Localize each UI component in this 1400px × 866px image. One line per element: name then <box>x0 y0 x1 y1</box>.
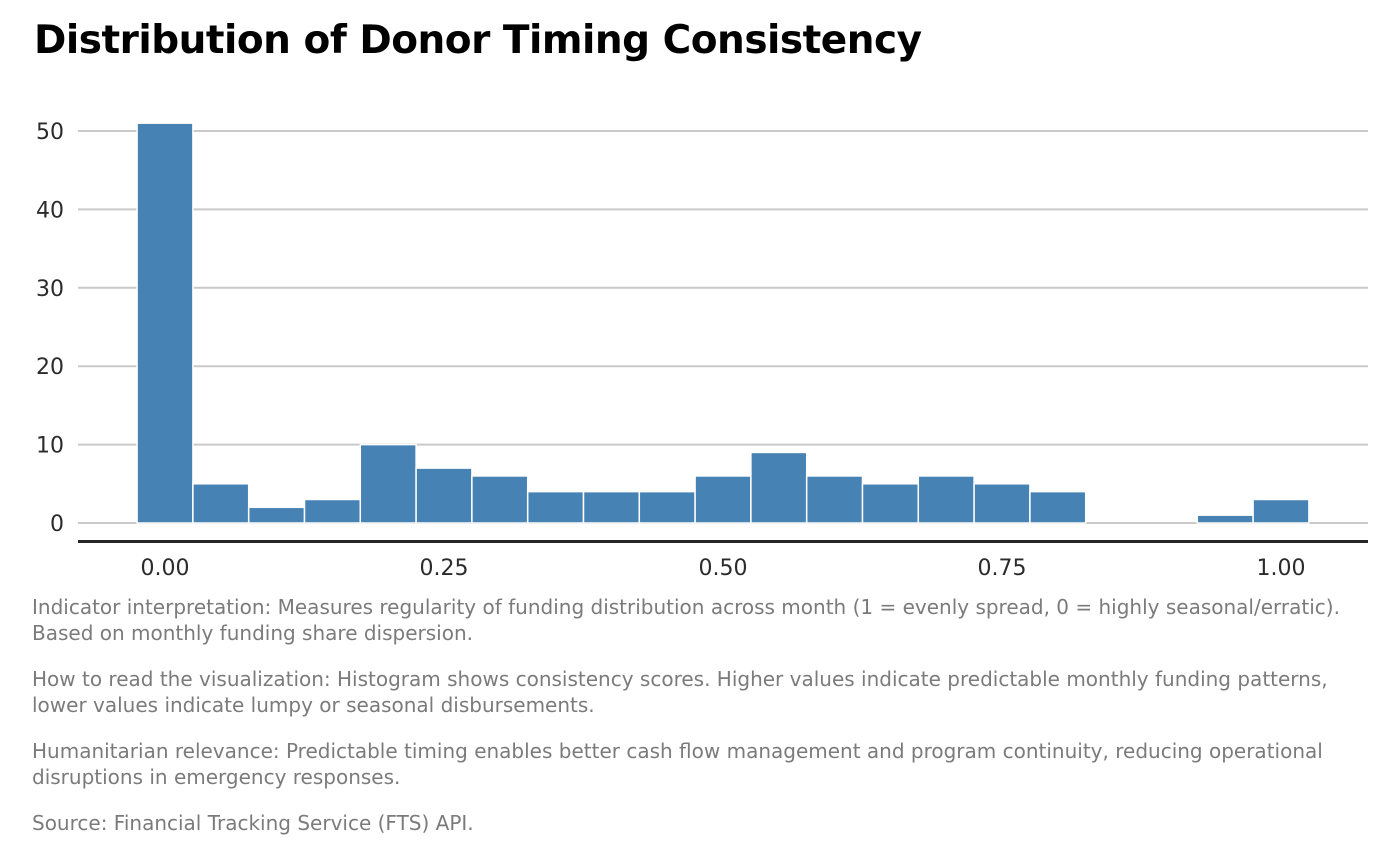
x-tick-label: 0.50 <box>699 556 748 581</box>
histogram-bar <box>1029 490 1087 524</box>
y-tick-label: 10 <box>36 434 64 459</box>
histogram-bar <box>1196 514 1254 524</box>
histogram-bar <box>136 122 194 524</box>
histogram-chart: 0 10 20 30 40 50 0.00 0.25 0.50 0.75 1.00 <box>36 120 1368 581</box>
histogram-bar <box>582 490 641 524</box>
x-tick-label: 0.75 <box>978 556 1027 581</box>
caption-how-to-read: How to read the visualization: Histogram… <box>32 667 1328 717</box>
y-tick-label: 50 <box>36 120 64 145</box>
caption-source: Source: Financial Tracking Service (FTS)… <box>32 811 474 835</box>
histogram-bar <box>750 451 808 524</box>
x-tick-label: 0.25 <box>420 556 469 581</box>
histogram-bar <box>638 490 696 524</box>
histogram-bar <box>1252 498 1310 524</box>
histogram-bar <box>471 475 529 524</box>
histogram-bar <box>192 483 250 524</box>
histogram-bar <box>415 467 473 524</box>
chart-title: Distribution of Donor Timing Consistency <box>34 18 922 63</box>
caption-block: Indicator interpretation: Measures regul… <box>32 594 1362 836</box>
histogram-bar <box>805 475 864 524</box>
histogram-bar <box>973 483 1031 524</box>
y-tick-label: 0 <box>50 512 64 537</box>
x-tick-label: 1.00 <box>1257 556 1306 581</box>
histogram-bar <box>359 443 417 524</box>
y-tick-label: 20 <box>36 355 64 380</box>
histogram-bar <box>247 506 306 524</box>
histogram-bar <box>526 490 585 524</box>
caption-indicator-interpretation: Indicator interpretation: Measures regul… <box>32 595 1340 645</box>
y-tick-label: 30 <box>36 277 64 302</box>
x-tick-label: 0.00 <box>141 556 190 581</box>
histogram-bar <box>917 475 975 524</box>
histogram-bar <box>303 498 362 524</box>
histogram-bar <box>861 483 920 524</box>
y-tick-label: 40 <box>36 198 64 223</box>
histogram-bar <box>694 475 752 524</box>
caption-humanitarian-relevance: Humanitarian relevance: Predictable timi… <box>32 739 1323 789</box>
